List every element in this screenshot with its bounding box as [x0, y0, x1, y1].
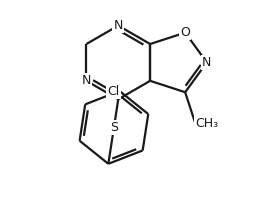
Text: N: N [114, 19, 123, 32]
Text: O: O [180, 26, 190, 39]
Text: S: S [110, 121, 118, 134]
Text: N: N [82, 74, 91, 87]
Text: N: N [202, 56, 212, 69]
Text: Cl: Cl [107, 85, 120, 97]
Text: CH₃: CH₃ [195, 117, 218, 130]
